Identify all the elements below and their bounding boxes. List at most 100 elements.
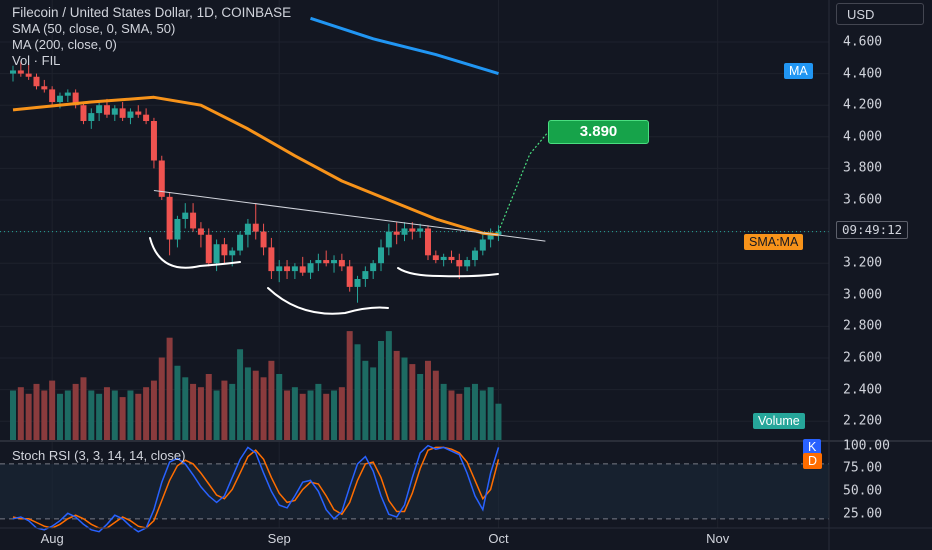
stoch-tick-label: 50.00 <box>843 483 883 499</box>
candle-body <box>150 121 157 161</box>
countdown-badge: 09:49:12 <box>836 221 909 239</box>
volume-bar <box>33 383 40 440</box>
candle-body <box>362 271 369 279</box>
time-tick-label: Sep <box>267 531 291 546</box>
volume-bar <box>49 380 56 440</box>
price-tick-label: 2.200 <box>843 413 883 429</box>
price-tick-label: 3.600 <box>843 192 883 208</box>
price-tick-label: 4.000 <box>843 129 883 145</box>
candle-body <box>268 247 275 272</box>
stoch-tick-label: 25.00 <box>843 506 883 522</box>
volume-bar <box>291 387 298 440</box>
candle-body <box>471 250 478 261</box>
time-tick-label: Oct <box>488 531 509 546</box>
volume-bar <box>103 387 110 440</box>
volume-bar <box>354 344 361 440</box>
candle-body <box>213 244 220 264</box>
candle-body <box>135 111 142 115</box>
stoch-rsi-pane <box>0 444 829 533</box>
volume-bar <box>409 364 416 440</box>
candle-body <box>25 73 32 77</box>
main-legend: Filecoin / United States Dollar, 1D, COI… <box>12 5 291 69</box>
volume-bar <box>307 390 314 440</box>
volume-bar <box>479 390 486 440</box>
candle-body <box>88 113 95 121</box>
volume-bar <box>331 390 338 440</box>
volume-bar <box>448 390 455 440</box>
symbol-title: Filecoin / United States Dollar, 1D, COI… <box>12 5 292 20</box>
volume-bar <box>315 383 322 440</box>
candle-body <box>205 234 212 264</box>
drawings <box>149 131 549 315</box>
candle-body <box>417 228 424 232</box>
candle-body <box>244 223 251 235</box>
time-tick-label: Nov <box>706 531 730 546</box>
volume-bar <box>244 367 251 440</box>
volume-bar <box>111 390 118 440</box>
candle-body <box>260 231 267 248</box>
candle-body <box>158 160 165 197</box>
neckline-trendline <box>153 190 546 242</box>
volume-bar <box>150 380 157 440</box>
volume-bar <box>56 393 63 440</box>
candle-body <box>166 196 173 240</box>
price-tick-label: 4.400 <box>843 66 883 82</box>
volume-bar <box>440 383 447 440</box>
k-badge: K <box>803 439 822 455</box>
candle-body <box>237 234 244 251</box>
volume-bar <box>41 390 48 440</box>
volume-legend: Vol · FIL <box>12 53 61 68</box>
candle-body <box>72 92 79 106</box>
candle-body <box>197 228 204 235</box>
volume-bar <box>64 390 71 440</box>
stoch-tick-label: 75.00 <box>843 460 883 476</box>
candle-body <box>479 239 486 251</box>
candle-body <box>495 231 502 235</box>
candle-body <box>440 256 447 261</box>
stoch-d-line <box>12 446 500 529</box>
volume-bar <box>10 390 16 440</box>
volume-bar <box>221 380 228 440</box>
ma-price-badge: MA <box>784 63 813 79</box>
volume-bar <box>252 370 259 440</box>
volume-bar <box>370 367 377 440</box>
price-tick-label: 3.800 <box>843 160 883 176</box>
stoch-rsi-legend: Stoch RSI (3, 3, 14, 14, close) <box>12 448 186 463</box>
candle-body <box>103 105 110 115</box>
price-tick-label: 2.400 <box>843 382 883 398</box>
volume-bar <box>88 390 95 440</box>
candle-body <box>143 114 150 121</box>
candle-body <box>182 212 189 219</box>
volume-bar <box>456 393 463 440</box>
right-shoulder-curve <box>397 267 499 278</box>
candle-body <box>190 212 197 229</box>
candle-body <box>56 95 63 103</box>
candlesticks <box>10 60 502 303</box>
sma-price-badge: SMA:MA <box>744 234 804 250</box>
candle-body <box>174 218 181 240</box>
candle-body <box>346 266 353 287</box>
candle-body <box>370 263 377 272</box>
left-shoulder-curve <box>149 237 241 269</box>
candle-body <box>378 247 385 264</box>
candle-body <box>33 76 40 87</box>
currency-selector[interactable]: USD <box>836 3 924 25</box>
volume-bar <box>213 390 220 440</box>
target-price-label[interactable]: 3.890 <box>548 120 649 144</box>
volume-bar <box>432 370 439 440</box>
volume-bar <box>229 383 236 440</box>
candle-body <box>323 260 330 264</box>
candle-body <box>229 250 236 256</box>
volume-bar <box>197 387 204 440</box>
volume-bar <box>119 397 126 440</box>
volume-bar <box>385 331 392 440</box>
price-tick-label: 2.600 <box>843 350 883 366</box>
volume-bar <box>237 349 244 440</box>
volume-bar <box>401 357 408 440</box>
volume-bar <box>424 360 431 440</box>
candle-body <box>409 228 416 232</box>
volume-bar <box>182 377 189 440</box>
volume-bar <box>80 377 87 440</box>
candle-body <box>393 231 400 235</box>
